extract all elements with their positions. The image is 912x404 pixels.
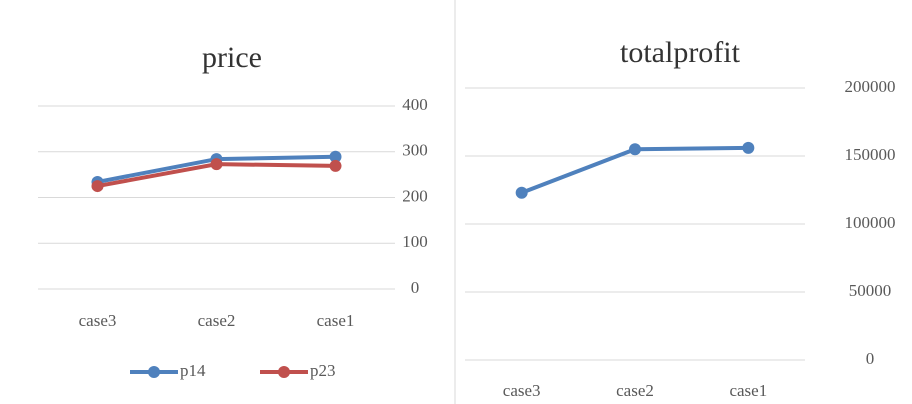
y-tick-label: 50000 bbox=[849, 281, 892, 300]
point bbox=[629, 143, 641, 156]
point bbox=[210, 158, 223, 171]
y-tick-label: 300 bbox=[402, 141, 428, 160]
point bbox=[515, 186, 528, 199]
y-tick-label: 100 bbox=[402, 232, 428, 251]
y-tick-label: 200 bbox=[402, 186, 428, 205]
point bbox=[742, 141, 755, 154]
x-tick-label: case2 bbox=[616, 381, 654, 400]
y-tick-label: 100000 bbox=[845, 213, 896, 232]
chart-title: price bbox=[202, 41, 262, 74]
x-tick-label: case3 bbox=[79, 311, 117, 330]
x-tick-label: case3 bbox=[503, 381, 541, 400]
x-tick-label: case2 bbox=[198, 311, 236, 330]
x-tick-label: case1 bbox=[317, 311, 355, 330]
x-tick-label: case1 bbox=[729, 381, 767, 400]
y-tick-label: 0 bbox=[411, 278, 420, 297]
legend-label: p14 bbox=[180, 361, 206, 380]
point bbox=[91, 180, 104, 193]
y-tick-label: 0 bbox=[866, 349, 875, 368]
legend-label: p23 bbox=[310, 361, 336, 380]
legend-marker bbox=[148, 366, 160, 378]
chart-title: totalprofit bbox=[620, 36, 741, 69]
y-tick-label: 200000 bbox=[845, 77, 896, 96]
point bbox=[329, 150, 342, 163]
legend-marker bbox=[278, 366, 290, 378]
y-tick-label: 400 bbox=[402, 95, 428, 114]
y-tick-label: 150000 bbox=[845, 145, 896, 164]
point bbox=[329, 159, 342, 172]
